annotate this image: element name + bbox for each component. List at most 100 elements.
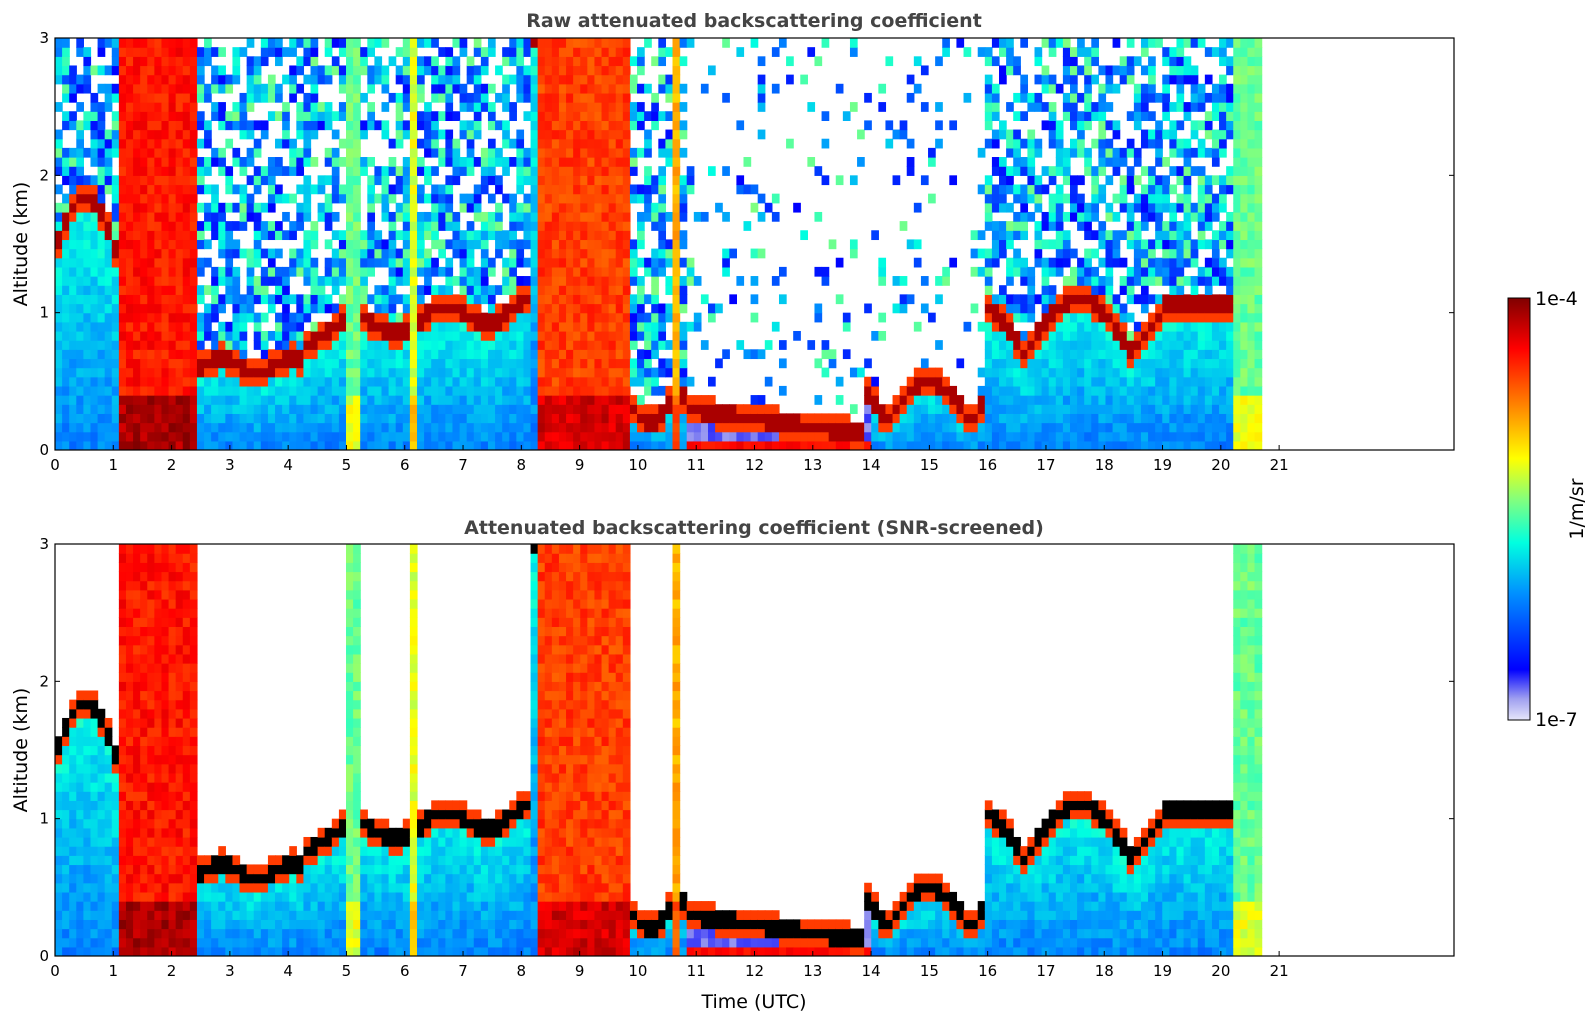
heatmap-cell [310, 47, 319, 57]
heatmap-cell [147, 65, 155, 76]
heatmap-cell [147, 330, 155, 341]
heatmap-cell [672, 431, 681, 442]
heatmap-cell [509, 285, 517, 295]
heatmap-cell [658, 404, 667, 414]
heatmap-cell [416, 330, 425, 341]
heatmap-cell [601, 404, 610, 414]
heatmap-cell [317, 413, 326, 424]
heatmap-cell [196, 321, 205, 332]
heatmap-cell [416, 404, 425, 414]
heatmap-cell [331, 129, 340, 140]
heatmap-cell [743, 413, 752, 424]
heatmap-cell [1034, 147, 1043, 158]
heatmap-cell [487, 431, 496, 442]
heatmap-cell [594, 276, 603, 286]
heatmap-cell [1062, 56, 1071, 67]
heatmap-cell [473, 285, 482, 295]
heatmap-cell [1006, 56, 1014, 67]
heatmap-cell [360, 257, 368, 268]
heatmap-cell [133, 193, 141, 204]
heatmap-cell [629, 111, 638, 121]
heatmap-cell [1176, 230, 1185, 241]
heatmap-cell [154, 111, 163, 121]
heatmap-cell [310, 92, 319, 103]
heatmap-cell [594, 349, 603, 360]
heatmap-cell [644, 129, 652, 140]
heatmap-cell [1211, 358, 1220, 369]
heatmap-cell [296, 395, 305, 405]
heatmap-cell [1169, 47, 1178, 57]
heatmap-cell [175, 395, 184, 405]
heatmap-cell [1034, 431, 1043, 442]
heatmap-cell [338, 47, 347, 57]
heatmap-cell [523, 230, 532, 241]
heatmap-cell [523, 147, 532, 158]
heatmap-cell [90, 138, 99, 149]
heatmap-cell [367, 358, 376, 369]
heatmap-cell [140, 111, 148, 121]
heatmap-cell [573, 358, 581, 369]
heatmap-cell [1098, 367, 1107, 378]
heatmap-cell [395, 266, 404, 277]
heatmap-cell [615, 221, 624, 231]
heatmap-cell [679, 440, 688, 450]
heatmap-cell [324, 211, 333, 222]
heatmap-cell [445, 431, 454, 442]
heatmap-cell [949, 175, 958, 186]
heatmap-cell [466, 92, 475, 103]
heatmap-cell [62, 321, 70, 332]
heatmap-cell [523, 111, 532, 121]
heatmap-cell [715, 358, 723, 369]
heatmap-cell [644, 38, 652, 48]
heatmap-cell [622, 193, 631, 204]
heatmap-cell [76, 395, 84, 405]
heatmap-cell [1055, 266, 1064, 277]
heatmap-cell [253, 248, 262, 259]
heatmap-cell [424, 321, 432, 332]
heatmap-cell [275, 385, 283, 396]
heatmap-cell [828, 239, 837, 250]
heatmap-cell [353, 193, 361, 204]
heatmap-cell [1006, 47, 1014, 57]
heatmap-cell [1020, 294, 1029, 305]
heatmap-cell [1013, 376, 1021, 387]
heatmap-cell [182, 202, 191, 213]
heatmap-cell [395, 138, 404, 149]
heatmap-cell [601, 92, 610, 103]
heatmap-cell [211, 202, 219, 213]
heatmap-cell [984, 92, 993, 103]
heatmap-cell [1169, 440, 1178, 450]
heatmap-cell [629, 120, 638, 131]
heatmap-cell [118, 303, 127, 314]
heatmap-cell [629, 184, 638, 195]
heatmap-cell [232, 340, 241, 350]
heatmap-cell [147, 431, 155, 442]
heatmap-cell [409, 202, 418, 213]
heatmap-cell [303, 193, 312, 204]
heatmap-cell [878, 312, 887, 323]
heatmap-cell [1162, 248, 1170, 259]
heatmap-cell [466, 294, 475, 305]
heatmap-cell [1190, 404, 1199, 414]
heatmap-cell [658, 83, 667, 94]
heatmap-cell [175, 312, 184, 323]
heatmap-cell [133, 184, 141, 195]
heatmap-cell [459, 431, 468, 442]
heatmap-cell [495, 422, 503, 433]
heatmap-cell [381, 376, 390, 387]
heatmap-cell [473, 358, 482, 369]
heatmap-cell [871, 404, 879, 414]
heatmap-cell [693, 276, 702, 286]
heatmap-cell [991, 330, 1000, 341]
heatmap-cell [445, 202, 454, 213]
heatmap-cell [118, 294, 127, 305]
heatmap-cell [566, 257, 574, 268]
heatmap-cell [374, 65, 383, 76]
heatmap-cell [232, 358, 241, 369]
heatmap-cell [984, 385, 993, 396]
heatmap-cell [97, 349, 106, 360]
heatmap-cell [580, 404, 588, 414]
heatmap-cell [956, 404, 965, 414]
heatmap-cell [431, 211, 439, 222]
heatmap-cell [587, 193, 596, 204]
